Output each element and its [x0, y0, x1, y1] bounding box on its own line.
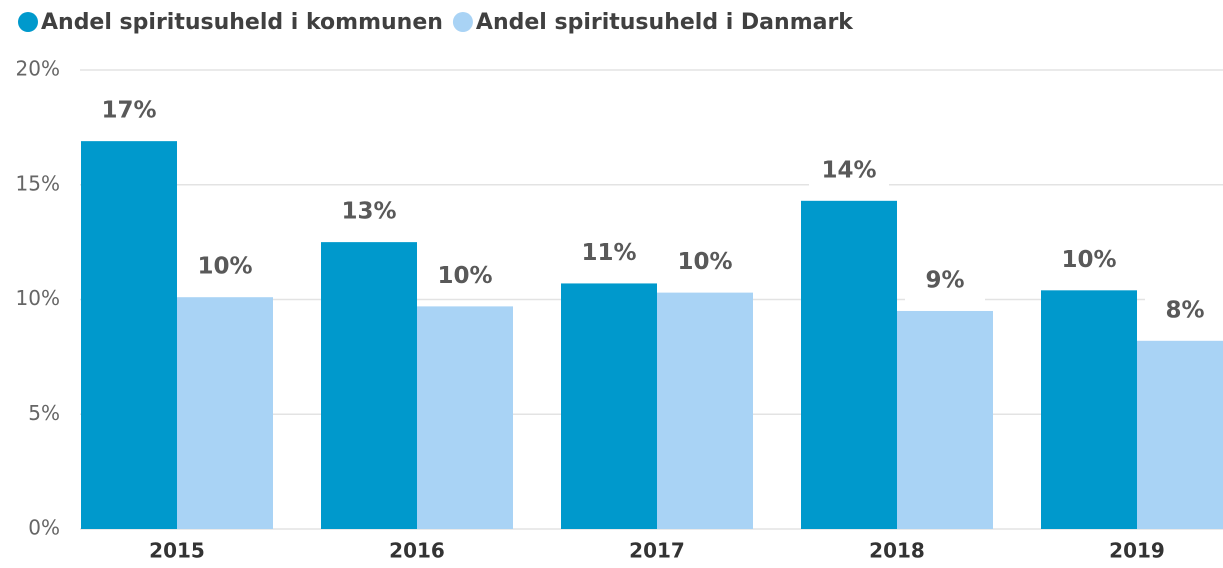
value-label: 10%	[677, 249, 732, 275]
value-label-bg	[809, 152, 889, 191]
bar	[801, 200, 897, 529]
bar	[177, 297, 273, 529]
bar	[897, 310, 993, 529]
legend-swatch	[452, 12, 473, 32]
bar	[81, 141, 177, 529]
value-label: 13%	[341, 199, 396, 225]
y-tick-label: 0%	[28, 516, 60, 540]
x-tick-label: 2019	[1109, 539, 1165, 563]
value-label: 17%	[101, 98, 156, 124]
x-tick-label: 2017	[629, 539, 685, 563]
legend-swatch	[18, 12, 38, 32]
value-label-bg	[89, 93, 169, 132]
value-label: 10%	[197, 254, 252, 280]
value-label: 11%	[581, 240, 636, 266]
x-tick-label: 2016	[389, 539, 445, 563]
bar	[321, 242, 417, 529]
value-label: 10%	[437, 263, 492, 289]
bar	[657, 292, 753, 529]
legend-label: Andel spiritusuheld i kommunen	[41, 10, 443, 35]
value-label: 14%	[821, 157, 876, 183]
legend-label: Andel spiritusuheld i Danmark	[476, 10, 854, 35]
value-label: 10%	[1061, 247, 1116, 273]
value-label: 8%	[1165, 297, 1204, 323]
x-tick-label: 2015	[149, 539, 205, 563]
value-label: 9%	[925, 267, 964, 293]
bar	[417, 306, 513, 529]
y-tick-label: 20%	[16, 57, 60, 81]
value-label-bg	[905, 262, 985, 301]
value-label-bg	[1049, 242, 1129, 281]
y-tick-label: 5%	[28, 401, 60, 425]
value-label-bg	[425, 258, 505, 297]
x-tick-label: 2018	[869, 539, 925, 563]
value-label-bg	[569, 235, 649, 274]
value-label-bg	[1145, 292, 1223, 331]
value-label-bg	[329, 194, 409, 233]
value-label-bg	[665, 244, 745, 283]
bar	[1137, 340, 1223, 529]
y-tick-label: 15%	[16, 171, 60, 195]
bar	[1041, 290, 1137, 529]
y-tick-label: 10%	[16, 286, 60, 310]
bar	[561, 283, 657, 529]
value-label-bg	[185, 249, 265, 288]
